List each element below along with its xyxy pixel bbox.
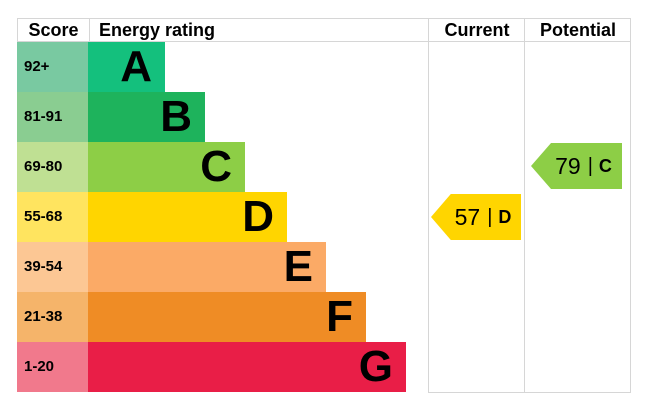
band-letter: D bbox=[242, 192, 274, 241]
band-row-g: 1-20 G bbox=[17, 342, 406, 392]
score-column-header: Score bbox=[28, 20, 79, 40]
band-letter: A bbox=[120, 42, 152, 91]
rating-bar: G bbox=[88, 342, 406, 392]
rating-bar: F bbox=[88, 292, 366, 342]
band-row-f: 21-38 F bbox=[17, 292, 406, 342]
potential-rating-band-letter: C bbox=[598, 155, 612, 176]
rating-bar: B bbox=[88, 92, 205, 142]
band-row-e: 39-54 E bbox=[17, 242, 406, 292]
band-row-b: 81-91 B bbox=[17, 92, 406, 142]
band-row-d: 55-68 D bbox=[17, 192, 406, 242]
table-bottom-border bbox=[428, 392, 631, 393]
current-rating-separator: | bbox=[487, 205, 493, 228]
band-letter: B bbox=[160, 92, 192, 141]
energy-rating-column-header: Energy rating bbox=[99, 20, 216, 40]
score-column-divider bbox=[89, 19, 90, 41]
band-letter: G bbox=[358, 342, 393, 391]
band-row-a: 92+ A bbox=[17, 42, 406, 92]
band-row-c: 69-80 C bbox=[17, 142, 406, 192]
rating-bar: A bbox=[88, 42, 165, 92]
score-cell: 39-54 bbox=[17, 242, 88, 292]
potential-column-divider bbox=[524, 18, 525, 393]
score-cell: 55-68 bbox=[17, 192, 88, 242]
current-rating-value: 57 bbox=[454, 203, 481, 230]
potential-rating-separator: | bbox=[587, 154, 593, 177]
current-column-header: Current bbox=[444, 20, 510, 40]
band-letter: F bbox=[326, 292, 353, 341]
score-cell: 1-20 bbox=[17, 342, 88, 392]
current-rating-arrow: 57 | D bbox=[431, 194, 521, 240]
score-cell: 81-91 bbox=[17, 92, 88, 142]
score-cell: 69-80 bbox=[17, 142, 88, 192]
rating-bar: C bbox=[88, 142, 245, 192]
band-letter: C bbox=[200, 142, 232, 191]
current-column-divider bbox=[428, 18, 429, 393]
score-cell: 92+ bbox=[17, 42, 88, 92]
band-rows: 92+ A 81-91 B 69-80 C 55-68 D 39-54 E 21… bbox=[17, 42, 406, 392]
rating-bar: E bbox=[88, 242, 326, 292]
rating-bar: D bbox=[88, 192, 287, 242]
potential-column-header: Potential bbox=[539, 20, 616, 40]
potential-rating-value: 79 bbox=[555, 152, 581, 179]
current-rating-band-letter: D bbox=[498, 206, 512, 227]
table-right-border bbox=[630, 18, 631, 393]
header-row: Score Energy rating Current Potential bbox=[17, 18, 630, 42]
band-letter: E bbox=[283, 242, 313, 291]
score-cell: 21-38 bbox=[17, 292, 88, 342]
potential-rating-arrow: 79 | C bbox=[531, 143, 622, 189]
